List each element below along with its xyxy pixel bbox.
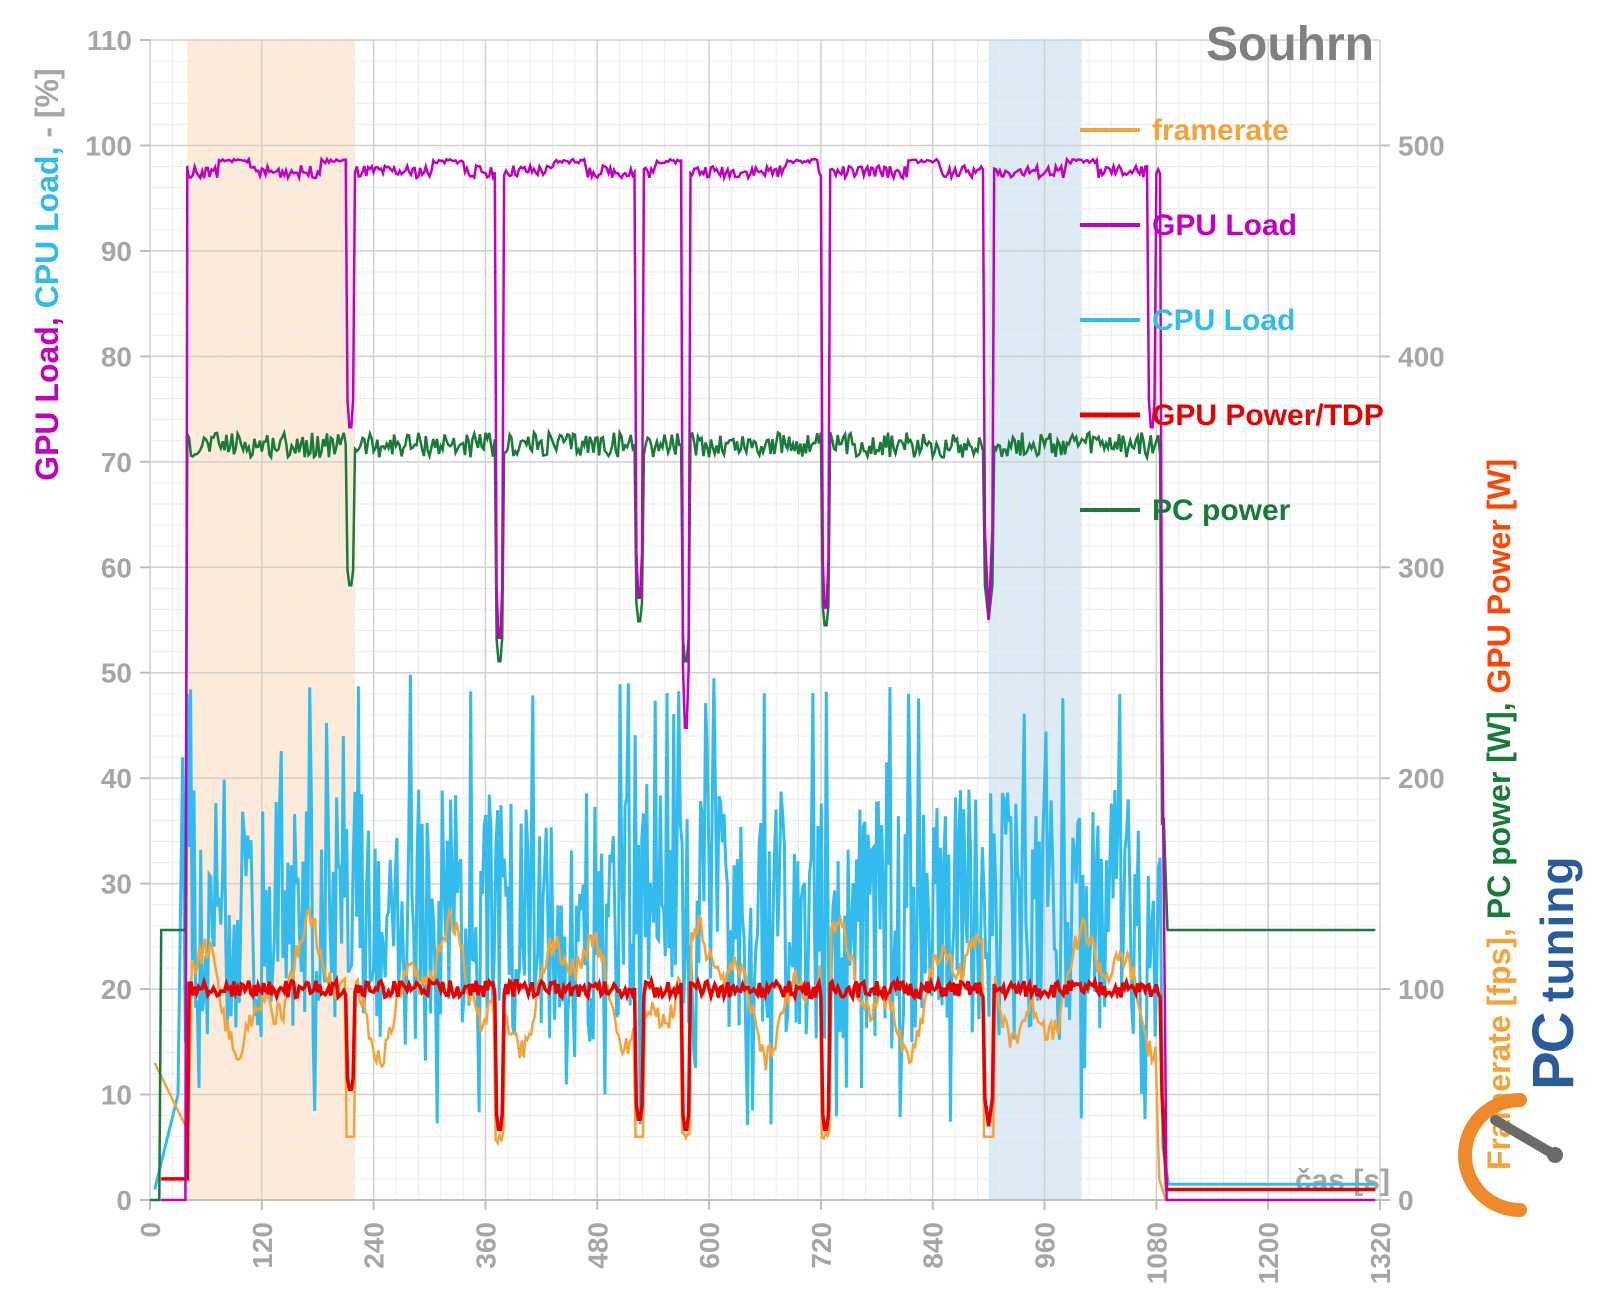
legend-label: framerate — [1152, 114, 1289, 147]
x-tick: 960 — [1030, 1222, 1061, 1269]
x-tick: 840 — [918, 1222, 949, 1269]
highlight-band — [187, 40, 355, 1200]
x-tick: 0 — [135, 1222, 166, 1238]
y-right-tick: 0 — [1398, 1185, 1414, 1216]
x-tick: 360 — [470, 1222, 501, 1269]
y-left-tick: 110 — [87, 25, 132, 56]
y-left-tick: 50 — [101, 658, 132, 689]
y-left-tick: 80 — [101, 341, 132, 372]
y-right-tick: 500 — [1398, 130, 1445, 161]
x-tick: 240 — [359, 1222, 390, 1269]
logo-pc-text: PC — [1521, 1012, 1586, 1090]
y-left-tick: 0 — [116, 1185, 132, 1216]
y-right-axis-title: Framerate [fps], PC power [W], GPU Power… — [1481, 459, 1517, 1170]
legend-label: GPU Load — [1152, 209, 1297, 242]
x-tick: 1200 — [1253, 1222, 1284, 1284]
legend-label: GPU Power/TDP — [1152, 399, 1384, 432]
svg-text:GPU Load, CPU Load, - [%]: GPU Load, CPU Load, - [%] — [29, 68, 65, 480]
x-tick: 120 — [247, 1222, 278, 1269]
x-tick: 480 — [582, 1222, 613, 1269]
x-axis-title: čas [s] — [1295, 1164, 1390, 1197]
x-tick: 1320 — [1365, 1222, 1396, 1284]
y-left-tick: 60 — [101, 552, 132, 583]
chart-title: Souhrn — [1206, 18, 1374, 71]
y-left-tick: 40 — [101, 763, 132, 794]
y-right-tick: 200 — [1398, 763, 1445, 794]
logo-tuning-text: tuning — [1531, 856, 1583, 1003]
legend-label: PC power — [1152, 494, 1291, 527]
y-left-tick: 10 — [101, 1080, 132, 1111]
y-left-tick: 20 — [101, 974, 132, 1005]
y-left-tick: 90 — [101, 236, 132, 267]
y-left-tick: 70 — [101, 447, 132, 478]
legend-label: CPU Load — [1152, 304, 1295, 337]
y-right-tick: 400 — [1398, 341, 1445, 372]
y-left-tick: 30 — [101, 869, 132, 900]
svg-text:Framerate [fps], PC power [W],: Framerate [fps], PC power [W], GPU Power… — [1481, 459, 1517, 1170]
y-right-tick: 100 — [1398, 974, 1445, 1005]
x-tick: 720 — [806, 1222, 837, 1269]
y-left-tick: 100 — [85, 130, 132, 161]
y-right-tick: 300 — [1398, 552, 1445, 583]
x-tick: 1080 — [1141, 1222, 1172, 1284]
x-tick: 600 — [694, 1222, 725, 1269]
chart-svg: 0 10 20 30 40 50 60 70 80 90 100 110 0 100 200 300 400 50… — [0, 0, 1600, 1313]
performance-summary-chart: 0 10 20 30 40 50 60 70 80 90 100 110 0 100 200 300 400 50… — [0, 0, 1600, 1313]
y-left-axis-title: GPU Load, CPU Load, - [%] — [29, 68, 65, 480]
